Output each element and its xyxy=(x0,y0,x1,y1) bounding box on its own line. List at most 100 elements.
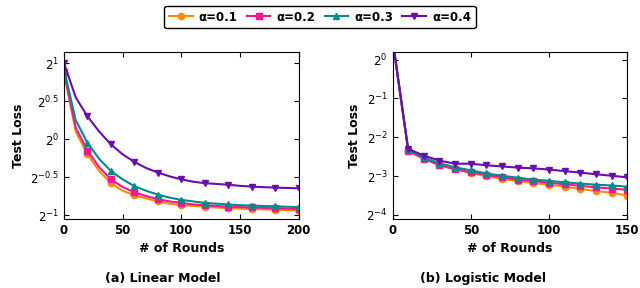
α=0.4 xyxy=(388,38,396,41)
α=0.3 xyxy=(545,179,553,183)
α=0.2 xyxy=(388,38,396,41)
α=0.2 xyxy=(295,207,303,211)
Line: α=0.2: α=0.2 xyxy=(389,36,630,193)
α=0.1 xyxy=(498,177,506,181)
α=0.2 xyxy=(467,170,475,174)
α=0.4 xyxy=(154,171,162,174)
α=0.1 xyxy=(166,202,173,205)
α=0.2 xyxy=(545,181,553,185)
α=0.1 xyxy=(592,189,600,193)
α=0.3 xyxy=(95,157,103,161)
α=0.1 xyxy=(283,209,291,212)
α=0.2 xyxy=(514,178,522,181)
α=0.4 xyxy=(561,169,568,173)
α=0.4 xyxy=(212,182,220,186)
α=0.3 xyxy=(295,205,303,209)
α=0.1 xyxy=(84,153,92,156)
α=0.3 xyxy=(60,68,68,71)
α=0.4 xyxy=(119,153,127,156)
α=0.3 xyxy=(142,189,150,192)
α=0.2 xyxy=(608,187,616,190)
α=0.3 xyxy=(451,166,459,169)
Y-axis label: Test Loss: Test Loss xyxy=(12,103,25,168)
α=0.3 xyxy=(561,181,568,184)
α=0.2 xyxy=(212,204,220,208)
α=0.4 xyxy=(189,180,197,183)
α=0.4 xyxy=(142,166,150,170)
α=0.2 xyxy=(529,179,537,183)
α=0.4 xyxy=(260,185,268,189)
α=0.3 xyxy=(436,162,444,165)
α=0.1 xyxy=(189,204,197,208)
Y-axis label: Test Loss: Test Loss xyxy=(348,103,361,168)
α=0.2 xyxy=(142,194,150,198)
α=0.3 xyxy=(271,204,279,208)
X-axis label: # of Rounds: # of Rounds xyxy=(139,242,224,255)
α=0.1 xyxy=(212,206,220,209)
α=0.3 xyxy=(529,178,537,181)
Legend: α=0.1, α=0.2, α=0.3, α=0.4: α=0.1, α=0.2, α=0.3, α=0.4 xyxy=(164,6,476,28)
α=0.1 xyxy=(388,38,396,41)
α=0.3 xyxy=(212,202,220,205)
α=0.2 xyxy=(119,185,127,189)
α=0.2 xyxy=(577,184,584,187)
α=0.2 xyxy=(95,166,103,169)
α=0.2 xyxy=(60,71,68,74)
α=0.4 xyxy=(514,166,522,169)
α=0.1 xyxy=(260,208,268,211)
α=0.1 xyxy=(623,194,631,197)
α=0.4 xyxy=(177,178,185,181)
α=0.2 xyxy=(451,167,459,171)
α=0.3 xyxy=(166,196,173,199)
α=0.4 xyxy=(577,171,584,174)
α=0.4 xyxy=(107,143,115,146)
α=0.1 xyxy=(608,191,616,195)
α=0.3 xyxy=(260,204,268,208)
α=0.4 xyxy=(95,130,103,133)
α=0.3 xyxy=(72,118,79,122)
α=0.4 xyxy=(404,147,412,151)
α=0.3 xyxy=(248,204,255,207)
α=0.4 xyxy=(529,167,537,170)
α=0.3 xyxy=(592,183,600,186)
α=0.4 xyxy=(545,168,553,171)
α=0.2 xyxy=(283,207,291,210)
α=0.4 xyxy=(420,154,428,157)
α=0.1 xyxy=(201,205,209,209)
α=0.1 xyxy=(142,197,150,200)
α=0.1 xyxy=(561,185,568,188)
α=0.2 xyxy=(236,205,244,209)
α=0.2 xyxy=(84,149,92,152)
α=0.4 xyxy=(483,164,490,167)
α=0.4 xyxy=(201,181,209,185)
α=0.4 xyxy=(225,183,232,186)
α=0.3 xyxy=(236,204,244,207)
α=0.2 xyxy=(201,204,209,207)
X-axis label: # of Rounds: # of Rounds xyxy=(467,242,552,255)
α=0.1 xyxy=(514,179,522,183)
α=0.1 xyxy=(131,194,138,197)
α=0.1 xyxy=(177,204,185,207)
α=0.1 xyxy=(577,187,584,191)
α=0.4 xyxy=(451,162,459,165)
α=0.3 xyxy=(154,193,162,196)
α=0.4 xyxy=(84,115,92,118)
α=0.1 xyxy=(107,181,115,185)
α=0.2 xyxy=(131,191,138,194)
α=0.2 xyxy=(271,206,279,210)
α=0.3 xyxy=(131,185,138,188)
α=0.3 xyxy=(201,201,209,205)
α=0.4 xyxy=(236,184,244,187)
α=0.3 xyxy=(189,200,197,203)
α=0.4 xyxy=(166,175,173,178)
α=0.4 xyxy=(623,176,631,179)
α=0.2 xyxy=(404,149,412,153)
α=0.1 xyxy=(545,183,553,186)
α=0.1 xyxy=(529,181,537,185)
α=0.4 xyxy=(271,186,279,189)
α=0.2 xyxy=(177,201,185,205)
α=0.3 xyxy=(225,203,232,206)
Line: α=0.2: α=0.2 xyxy=(61,69,302,212)
Line: α=0.3: α=0.3 xyxy=(389,36,630,190)
α=0.3 xyxy=(467,168,475,172)
